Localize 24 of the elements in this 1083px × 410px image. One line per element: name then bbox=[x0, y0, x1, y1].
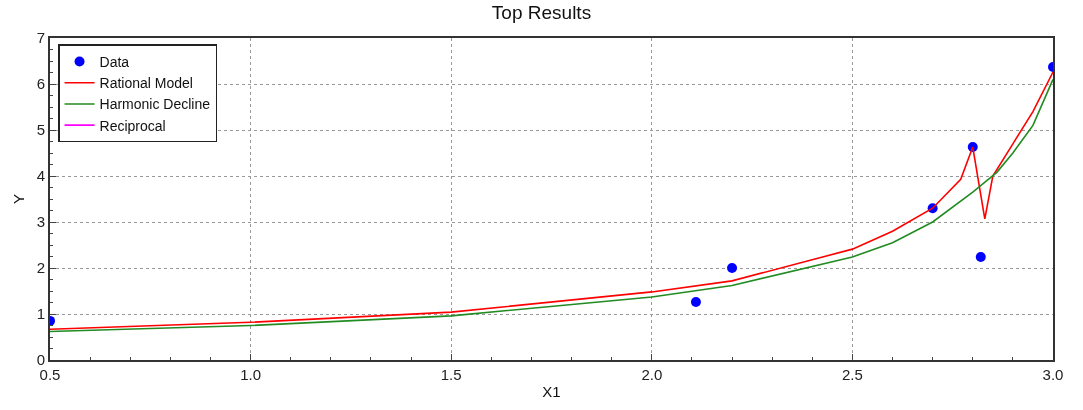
point bbox=[727, 263, 738, 273]
x-tick-label: 1.0 bbox=[240, 366, 262, 383]
x-tick-label: 2.5 bbox=[841, 366, 863, 383]
point bbox=[975, 251, 986, 262]
y-tick-label: 2 bbox=[36, 259, 45, 277]
legend-label: Reciprocal bbox=[99, 117, 166, 134]
x-tick-label: 3.0 bbox=[1042, 366, 1064, 383]
y-tick-label: 4 bbox=[36, 167, 45, 185]
chart-title: Top Results bbox=[491, 2, 592, 24]
y-axis-title: Y bbox=[10, 193, 28, 205]
legend-label: Data bbox=[99, 54, 130, 70]
y-tick-label: 5 bbox=[36, 121, 45, 139]
x-tick-label: 1.5 bbox=[440, 366, 462, 383]
y-tick-label: 6 bbox=[36, 75, 45, 93]
y-tick-label: 1 bbox=[36, 305, 45, 323]
x-tick-label: 0.5 bbox=[39, 366, 61, 383]
point bbox=[690, 297, 701, 308]
legend-label: Harmonic Decline bbox=[99, 96, 211, 113]
x-axis-title: X1 bbox=[542, 382, 561, 400]
legend-label: Rational Model bbox=[99, 75, 193, 92]
y-tick-label: 7 bbox=[36, 29, 45, 47]
y-tick-label: 0 bbox=[36, 351, 45, 369]
x-tick-label: 2.0 bbox=[641, 366, 663, 383]
y-tick-label: 3 bbox=[36, 213, 45, 231]
